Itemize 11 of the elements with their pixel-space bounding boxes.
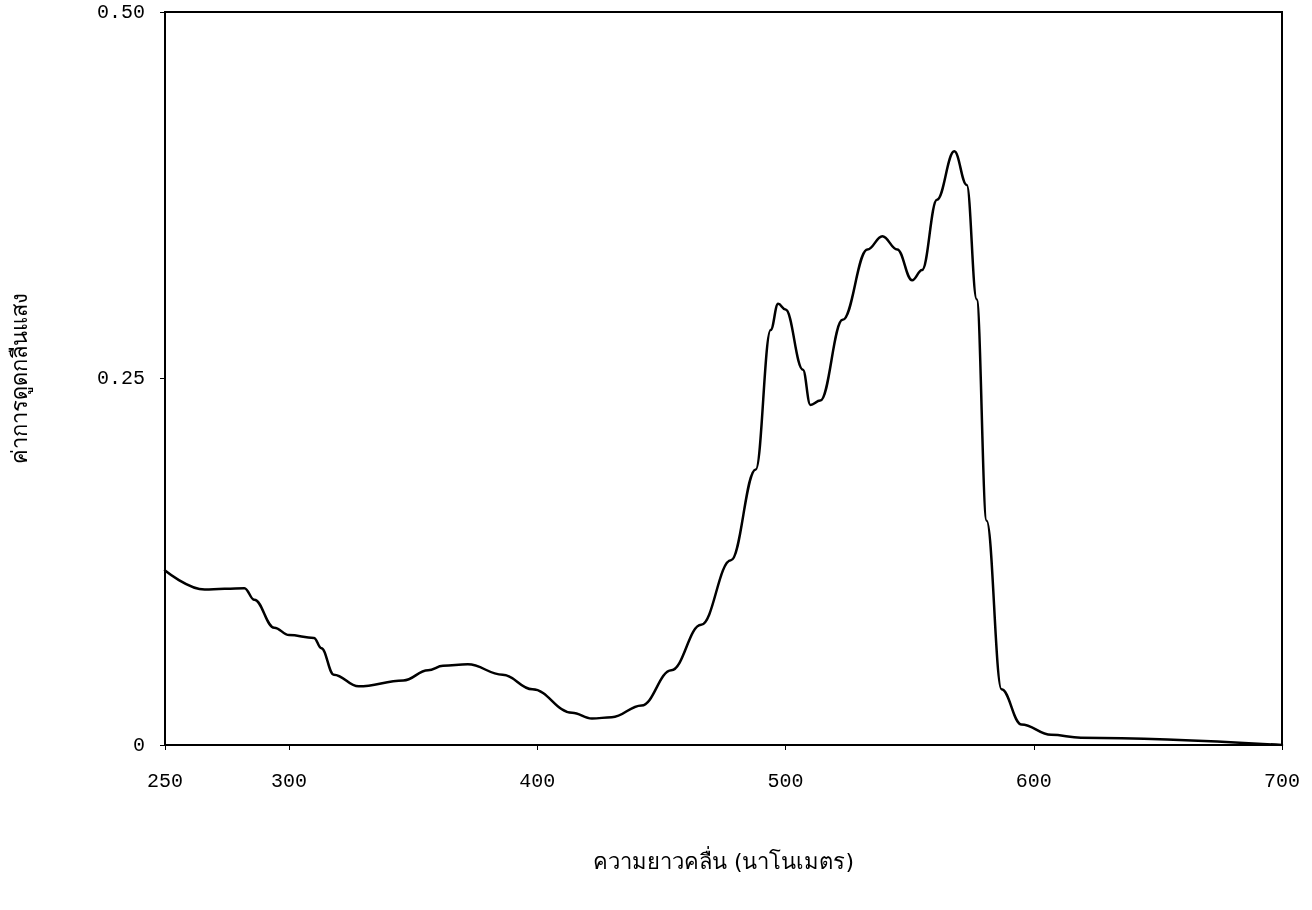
x-tick-label: 700 bbox=[1263, 769, 1301, 793]
x-tick-label: 600 bbox=[1015, 769, 1052, 793]
x-tick-label: 500 bbox=[767, 769, 804, 793]
x-axis-title: ความยาวคลื่น (นาโนเมตร) bbox=[592, 845, 855, 874]
x-tick-label: 300 bbox=[271, 769, 308, 793]
y-axis-title: ค่าการดูดกลืนแสง bbox=[6, 293, 33, 464]
y-tick-label: 0 bbox=[132, 733, 145, 757]
x-tick-label: 250 bbox=[146, 769, 184, 793]
y-tick-label: 0.50 bbox=[96, 0, 145, 24]
x-tick-label: 400 bbox=[519, 769, 556, 793]
y-tick-label: 0.25 bbox=[96, 367, 145, 390]
